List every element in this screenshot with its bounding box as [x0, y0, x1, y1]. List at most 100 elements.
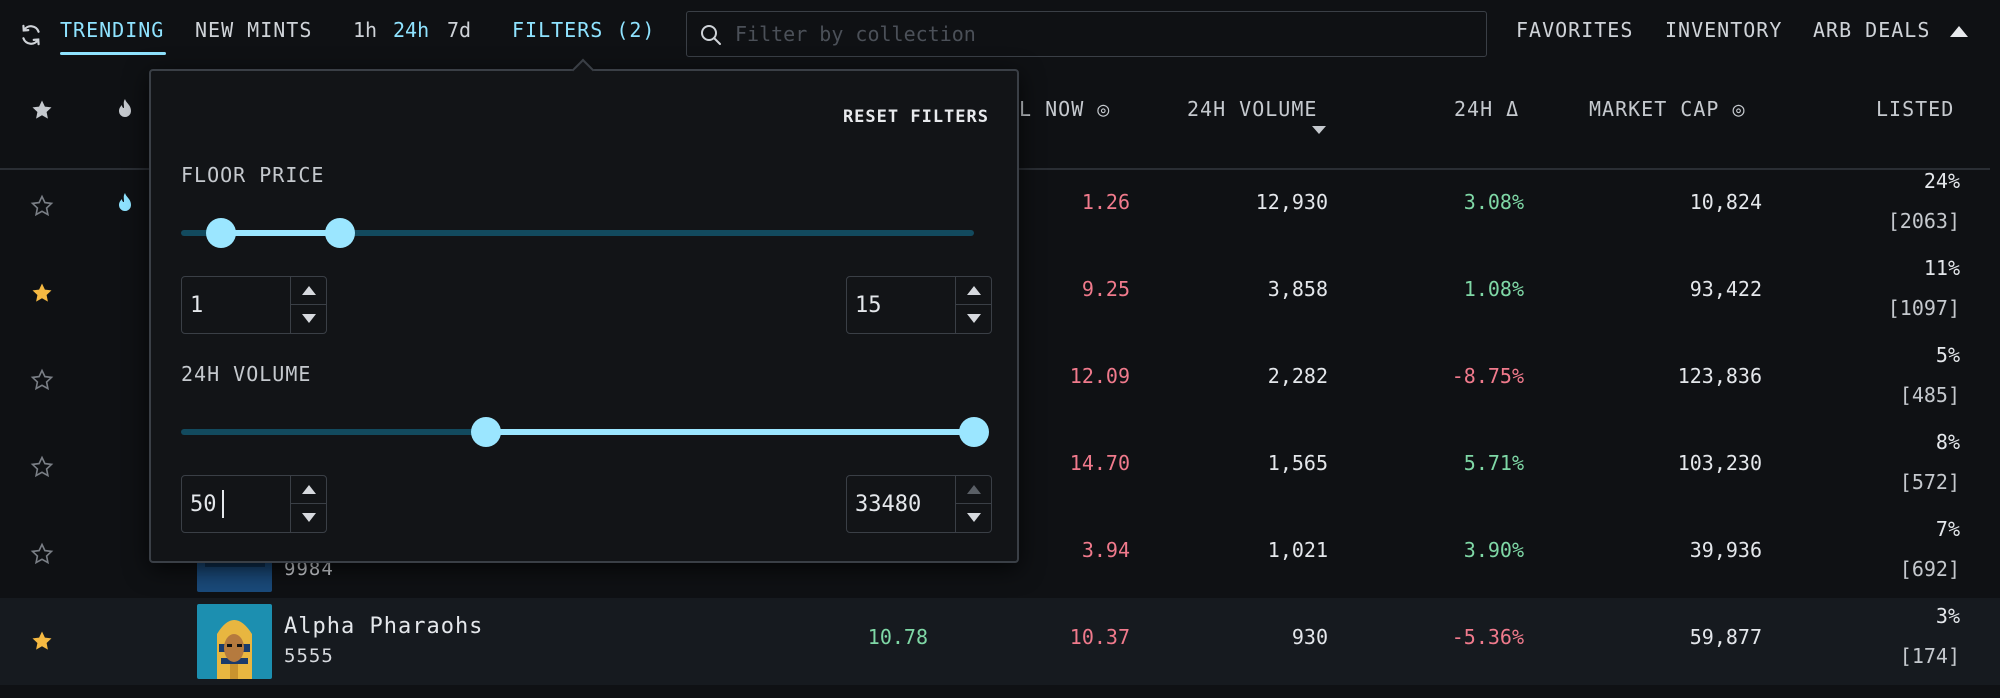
floor-price: 10.78: [867, 625, 928, 649]
floor-price-slider[interactable]: [181, 218, 974, 248]
top-bar: TRENDING NEW MINTS 1h 24h 7d FILTERS (2)…: [0, 0, 2000, 62]
table-row[interactable]: 1.26 12,930 3.08% 10,824 24% [2063]: [0, 163, 2000, 250]
info-icon: ◎: [1097, 97, 1111, 121]
star-outline-icon[interactable]: [30, 368, 54, 392]
decrement-icon[interactable]: [291, 305, 327, 333]
volume-max-field[interactable]: [846, 475, 992, 533]
star-filled-icon[interactable]: [30, 281, 54, 305]
change-24h: -8.75%: [1451, 364, 1524, 388]
col-24h-volume[interactable]: 24H VOLUME: [1187, 97, 1318, 121]
decrement-icon[interactable]: [956, 305, 992, 333]
tab-new-mints[interactable]: NEW MINTS: [195, 18, 313, 42]
timeframe-7d[interactable]: 7d: [447, 18, 472, 42]
volume-24h: 930: [1291, 625, 1328, 649]
sort-desc-icon: [1312, 126, 1326, 134]
star-outline-icon[interactable]: [30, 542, 54, 566]
decrement-icon[interactable]: [956, 504, 992, 532]
volume-range: [486, 429, 974, 435]
star-outline-icon[interactable]: [30, 455, 54, 479]
volume-min-field[interactable]: [181, 475, 327, 533]
listed-count: [572]: [1899, 470, 1960, 494]
volume-max-input[interactable]: [855, 488, 955, 520]
timeframe-24h[interactable]: 24h: [393, 18, 430, 42]
col-sell-now[interactable]: LL NOW ◎: [1006, 97, 1110, 121]
volume-24h: 1,021: [1267, 538, 1328, 562]
sell-now-price: 12.09: [1069, 364, 1130, 388]
market-cap: 10,824: [1689, 190, 1762, 214]
info-icon: ◎: [1732, 97, 1746, 121]
table-row[interactable]: Alpha Pharaohs 5555 10.78 10.37 930 -5.36% 59,…: [0, 598, 2000, 685]
floor-price-max-field[interactable]: [846, 276, 992, 334]
floor-price-min-handle[interactable]: [205, 218, 236, 248]
volume-max-handle[interactable]: [959, 417, 989, 447]
floor-price-range: [220, 230, 340, 236]
sell-now-price: 1.26: [1081, 190, 1130, 214]
tab-trending[interactable]: TRENDING: [60, 18, 165, 42]
floor-price-max-stepper: [955, 277, 992, 333]
volume-min-input[interactable]: [190, 488, 290, 520]
collection-supply: 5555: [284, 645, 334, 667]
search-icon: [699, 23, 723, 47]
volume-24h: 2,282: [1267, 364, 1328, 388]
collapse-caret-icon[interactable]: [1950, 26, 1968, 37]
collection-supply: 9984: [284, 558, 334, 580]
volume-slider[interactable]: [181, 417, 989, 447]
volume-24h: 12,930: [1255, 190, 1328, 214]
refresh-icon[interactable]: [18, 22, 44, 48]
market-cap: 59,877: [1689, 625, 1762, 649]
change-24h: -5.36%: [1451, 625, 1524, 649]
sell-now-price: 14.70: [1069, 451, 1130, 475]
arb-deals-link[interactable]: ARB DEALS: [1813, 18, 1931, 42]
collection-search[interactable]: [686, 11, 1487, 57]
search-input[interactable]: [735, 18, 1475, 50]
volume-min-handle[interactable]: [471, 417, 502, 447]
filters-button[interactable]: FILTERS (2): [512, 18, 656, 42]
favorites-link[interactable]: FAVORITES: [1516, 18, 1634, 42]
market-cap: 123,836: [1677, 364, 1762, 388]
listed-count: [174]: [1899, 644, 1960, 668]
sell-now-price: 9.25: [1081, 277, 1130, 301]
col-market-cap-label: MARKET CAP: [1589, 97, 1720, 121]
star-header-icon[interactable]: [30, 98, 54, 122]
col-listed[interactable]: LISTED: [1876, 97, 1955, 121]
collection-thumbnail[interactable]: [197, 604, 272, 679]
increment-icon[interactable]: [291, 476, 327, 504]
listed-count: [1097]: [1887, 296, 1960, 320]
volume-max-stepper: [955, 476, 992, 532]
inventory-link[interactable]: INVENTORY: [1665, 18, 1783, 42]
floor-price-max-handle[interactable]: [324, 218, 355, 248]
change-24h: 1.08%: [1463, 277, 1524, 301]
change-24h: 5.71%: [1463, 451, 1524, 475]
sell-now-price: 10.37: [1069, 625, 1130, 649]
reset-filters-button[interactable]: RESET FILTERS: [842, 107, 989, 127]
table-row[interactable]: 12.09 2,282 -8.75% 123,836 5% [485]: [0, 337, 2000, 424]
star-outline-icon[interactable]: [30, 194, 54, 218]
market-cap: 93,422: [1689, 277, 1762, 301]
floor-price-min-stepper: [290, 277, 327, 333]
listed-percent: 24%: [1923, 169, 1960, 193]
volume-24h: 3,858: [1267, 277, 1328, 301]
change-24h: 3.08%: [1463, 190, 1524, 214]
floor-price-max-input[interactable]: [855, 289, 955, 321]
col-24h-change[interactable]: 24H Δ: [1454, 97, 1520, 121]
text-cursor: [222, 490, 224, 518]
increment-icon[interactable]: [291, 277, 327, 305]
change-24h: 3.90%: [1463, 538, 1524, 562]
col-market-cap[interactable]: MARKET CAP ◎: [1589, 97, 1746, 121]
collection-name[interactable]: Alpha Pharaohs: [284, 614, 484, 639]
table-row[interactable]: 9.25 3,858 1.08% 93,422 11% [1097]: [0, 250, 2000, 337]
listed-percent: 8%: [1935, 430, 1960, 454]
volume-min-stepper: [290, 476, 327, 532]
floor-price-min-input[interactable]: [190, 289, 290, 321]
increment-icon[interactable]: [956, 476, 992, 504]
listed-percent: 5%: [1935, 343, 1960, 367]
floor-price-min-field[interactable]: [181, 276, 327, 334]
listed-percent: 7%: [1935, 517, 1960, 541]
table-row[interactable]: 14.70 1,565 5.71% 103,230 8% [572]: [0, 424, 2000, 511]
market-cap: 103,230: [1677, 451, 1762, 475]
timeframe-1h[interactable]: 1h: [353, 18, 378, 42]
decrement-icon[interactable]: [291, 504, 327, 532]
flame-header-icon[interactable]: [116, 98, 134, 120]
star-filled-icon[interactable]: [30, 629, 54, 653]
increment-icon[interactable]: [956, 277, 992, 305]
